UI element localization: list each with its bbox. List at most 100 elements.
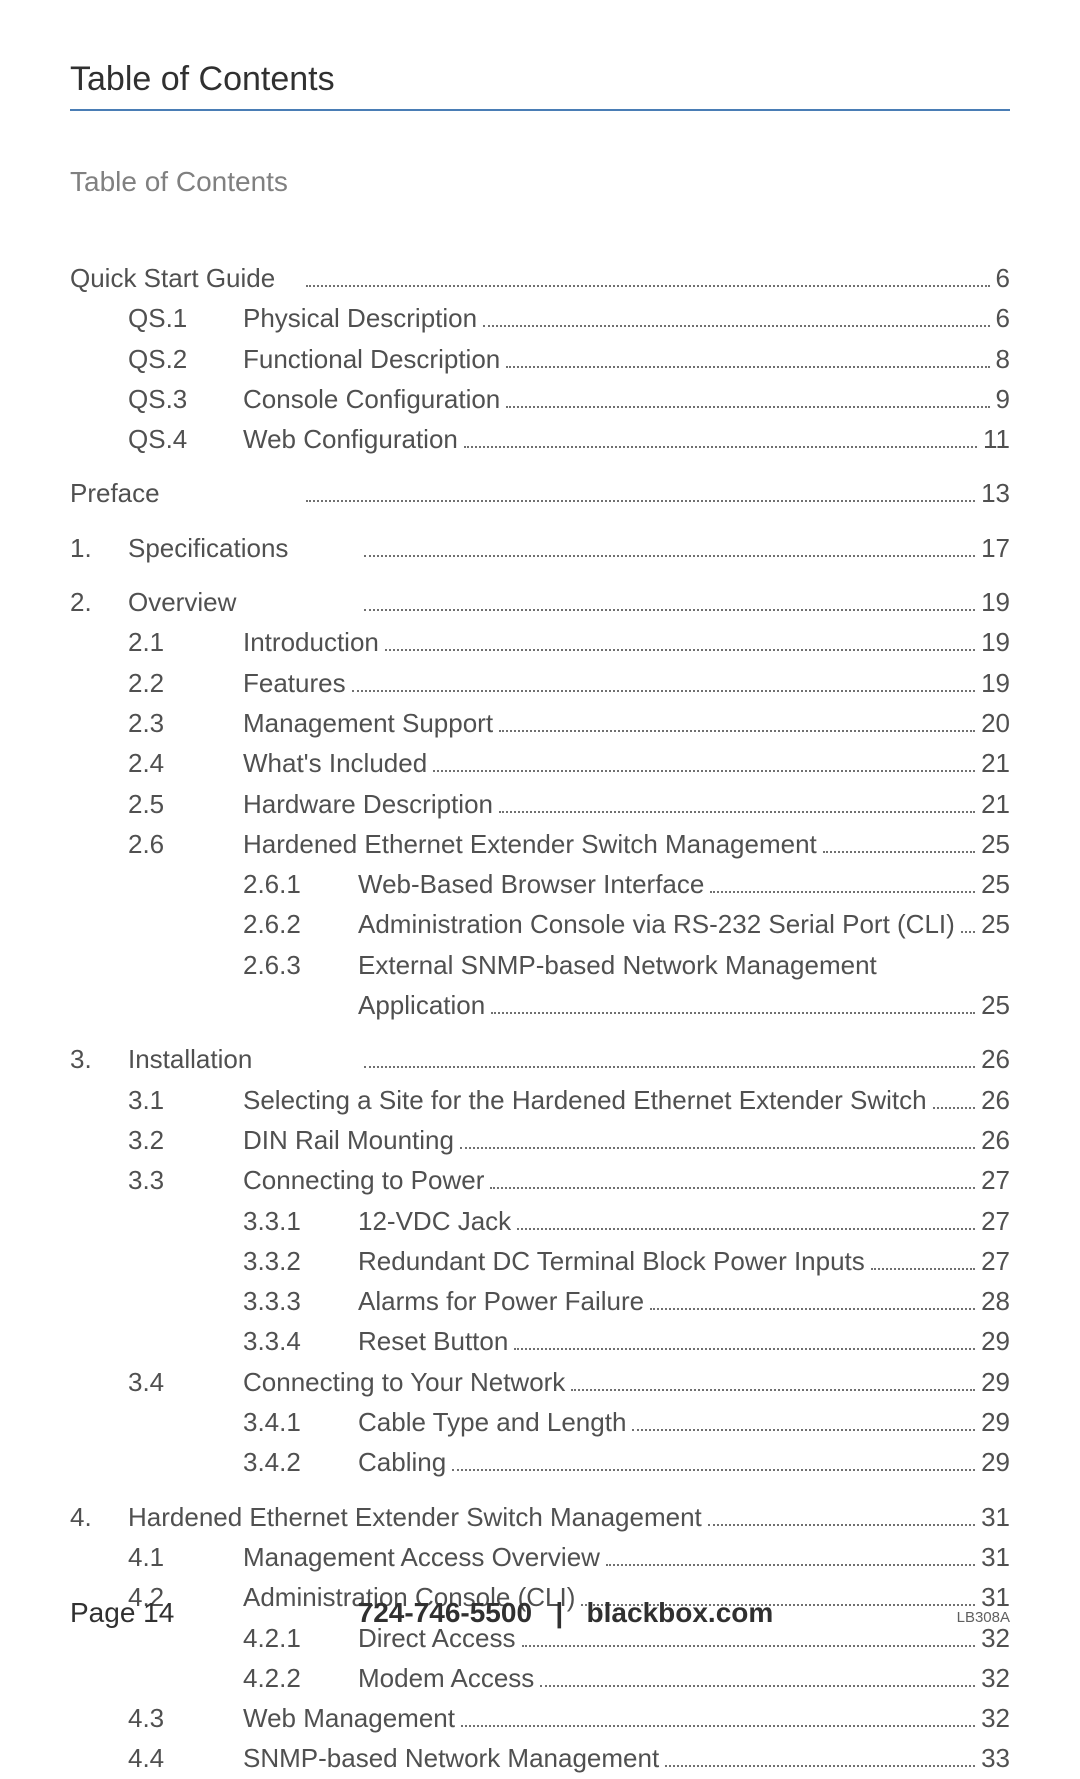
footer-page-number: Page 14	[70, 1597, 174, 1629]
toc-entry-title: Connecting to Power	[243, 1160, 484, 1200]
toc-subtitle: Table of Contents	[70, 166, 1010, 198]
toc-entry-page: 29	[981, 1321, 1010, 1361]
toc-entry-page: 29	[981, 1362, 1010, 1402]
toc-entry-title: Physical Description	[243, 298, 477, 338]
toc-entry-number: 2.	[70, 582, 128, 622]
toc-entry-title: Hardened Ethernet Extender Switch Manage…	[128, 1497, 702, 1537]
toc-entry[interactable]: 2.6.3External SNMP-based Network Managem…	[243, 945, 1010, 985]
toc-entry-title: Hardware Description	[243, 784, 493, 824]
toc-entry-title: DIN Rail Mounting	[243, 1120, 454, 1160]
toc-entry-title: Overview	[128, 582, 358, 622]
toc-entry[interactable]: 4.Hardened Ethernet Extender Switch Mana…	[70, 1497, 1010, 1537]
toc-list: Quick Start Guide6QS.1Physical Descripti…	[70, 258, 1010, 1779]
toc-entry-title: Modem Access	[358, 1658, 534, 1698]
page-header-title: Table of Contents	[70, 60, 1010, 111]
toc-entry-page: 13	[981, 473, 1010, 513]
toc-entry-title: Quick Start Guide	[70, 258, 300, 298]
toc-entry[interactable]: QS.3Console Configuration 9	[128, 379, 1010, 419]
toc-entry[interactable]: 3.3.4Reset Button 29	[243, 1321, 1010, 1361]
toc-entry-title: Reset Button	[358, 1321, 508, 1361]
toc-entry-number: 4.4	[128, 1738, 243, 1778]
toc-entry-title: Redundant DC Terminal Block Power Inputs	[358, 1241, 865, 1281]
toc-entry-page: 6	[996, 258, 1010, 298]
toc-entry-number: QS.4	[128, 419, 243, 459]
toc-entry-page: 17	[981, 528, 1010, 568]
toc-entry-title: External SNMP-based Network Management	[358, 945, 877, 985]
toc-entry[interactable]: 2.1Introduction19	[128, 622, 1010, 662]
toc-entry[interactable]: 3.4.2Cabling29	[243, 1442, 1010, 1482]
toc-entry-title: Console Configuration	[243, 379, 500, 419]
toc-entry-page: 26	[981, 1120, 1010, 1160]
toc-entry[interactable]: 3.3.112-VDC Jack27	[243, 1201, 1010, 1241]
toc-entry[interactable]: 3.3.2Redundant DC Terminal Block Power I…	[243, 1241, 1010, 1281]
toc-entry[interactable]: 4.2.2Modem Access32	[243, 1658, 1010, 1698]
toc-entry[interactable]: 3.4.1Cable Type and Length29	[243, 1402, 1010, 1442]
toc-entry[interactable]: Application25	[243, 985, 1010, 1025]
toc-entry[interactable]: Preface 13	[70, 473, 1010, 513]
toc-entry-number: 2.6.2	[243, 904, 358, 944]
toc-entry-number: 3.3.1	[243, 1201, 358, 1241]
toc-entry-number: QS.2	[128, 339, 243, 379]
toc-entry-number: QS.1	[128, 298, 243, 338]
toc-entry[interactable]: 4.1Management Access Overview31	[128, 1537, 1010, 1577]
toc-entry-page: 27	[981, 1160, 1010, 1200]
toc-entry[interactable]: 2.2Features19	[128, 663, 1010, 703]
toc-entry-page: 9	[996, 379, 1010, 419]
footer-site: blackbox.com	[587, 1597, 774, 1628]
toc-entry-number: 2.5	[128, 784, 243, 824]
page-footer: Page 14 724-746-5500 | blackbox.com LB30…	[70, 1597, 1010, 1629]
toc-entry-page: 32	[981, 1658, 1010, 1698]
toc-entry-number: 2.6	[128, 824, 243, 864]
toc-entry[interactable]: 3.4Connecting to Your Network29	[128, 1362, 1010, 1402]
toc-entry-number: 4.1	[128, 1537, 243, 1577]
toc-entry-title: SNMP-based Network Management	[243, 1738, 659, 1778]
toc-entry-page: 29	[981, 1402, 1010, 1442]
toc-entry[interactable]: 2.6.1Web-Based Browser Interface25	[243, 864, 1010, 904]
toc-entry[interactable]: QS.1Physical Description 6	[128, 298, 1010, 338]
toc-entry[interactable]: 2.3Management Support20	[128, 703, 1010, 743]
toc-entry-title: Alarms for Power Failure	[358, 1281, 644, 1321]
toc-entry[interactable]: 2.4What's Included21	[128, 743, 1010, 783]
toc-entry-number: 3.3.2	[243, 1241, 358, 1281]
toc-entry-number: 3.3.4	[243, 1321, 358, 1361]
toc-entry[interactable]: 3.Installation26	[70, 1039, 1010, 1079]
toc-entry-page: 21	[981, 743, 1010, 783]
footer-contact: 724-746-5500 | blackbox.com	[174, 1597, 956, 1629]
toc-entry[interactable]: QS.4Web Configuration11	[128, 419, 1010, 459]
toc-entry-page: 19	[981, 582, 1010, 622]
toc-entry-title: Hardened Ethernet Extender Switch Manage…	[243, 824, 817, 864]
toc-entry[interactable]: Quick Start Guide 6	[70, 258, 1010, 298]
toc-entry[interactable]: 2.6.2Administration Console via RS-232 S…	[243, 904, 1010, 944]
toc-entry[interactable]: 3.3Connecting to Power27	[128, 1160, 1010, 1200]
toc-entry-title: Application	[358, 985, 485, 1025]
toc-entry-title: Preface	[70, 473, 300, 513]
toc-entry[interactable]: 3.3.3Alarms for Power Failure28	[243, 1281, 1010, 1321]
toc-entry-page: 25	[981, 864, 1010, 904]
toc-entry[interactable]: QS.2Functional Description8	[128, 339, 1010, 379]
toc-entry-page: 33	[981, 1738, 1010, 1778]
toc-entry[interactable]: 2.6Hardened Ethernet Extender Switch Man…	[128, 824, 1010, 864]
toc-entry-page: 6	[996, 298, 1010, 338]
toc-entry[interactable]: 3.2DIN Rail Mounting 26	[128, 1120, 1010, 1160]
toc-entry-title: Web-Based Browser Interface	[358, 864, 704, 904]
toc-entry-title: Web Management	[243, 1698, 455, 1738]
toc-entry-title: Administration Console via RS-232 Serial…	[358, 904, 955, 944]
toc-entry-number: 3.4	[128, 1362, 243, 1402]
toc-entry[interactable]: 2.5Hardware Description21	[128, 784, 1010, 824]
toc-entry[interactable]: 2.Overview 19	[70, 582, 1010, 622]
toc-entry[interactable]: 4.3Web Management32	[128, 1698, 1010, 1738]
toc-entry-title: Specifications	[128, 528, 358, 568]
toc-entry-number: 3.1	[128, 1080, 243, 1120]
toc-entry-page: 25	[981, 904, 1010, 944]
toc-entry-number: QS.3	[128, 379, 243, 419]
toc-entry[interactable]: 1.Specifications17	[70, 528, 1010, 568]
toc-entry-page: 26	[981, 1080, 1010, 1120]
toc-entry-page: 19	[981, 663, 1010, 703]
toc-entry-number: 3.2	[128, 1120, 243, 1160]
toc-entry[interactable]: 4.4SNMP-based Network Management 33	[128, 1738, 1010, 1778]
toc-entry-page: 28	[981, 1281, 1010, 1321]
footer-divider: |	[555, 1597, 563, 1628]
toc-entry-page: 31	[981, 1497, 1010, 1537]
toc-entry[interactable]: 3.1Selecting a Site for the Hardened Eth…	[128, 1080, 1010, 1120]
toc-entry-number: 2.4	[128, 743, 243, 783]
